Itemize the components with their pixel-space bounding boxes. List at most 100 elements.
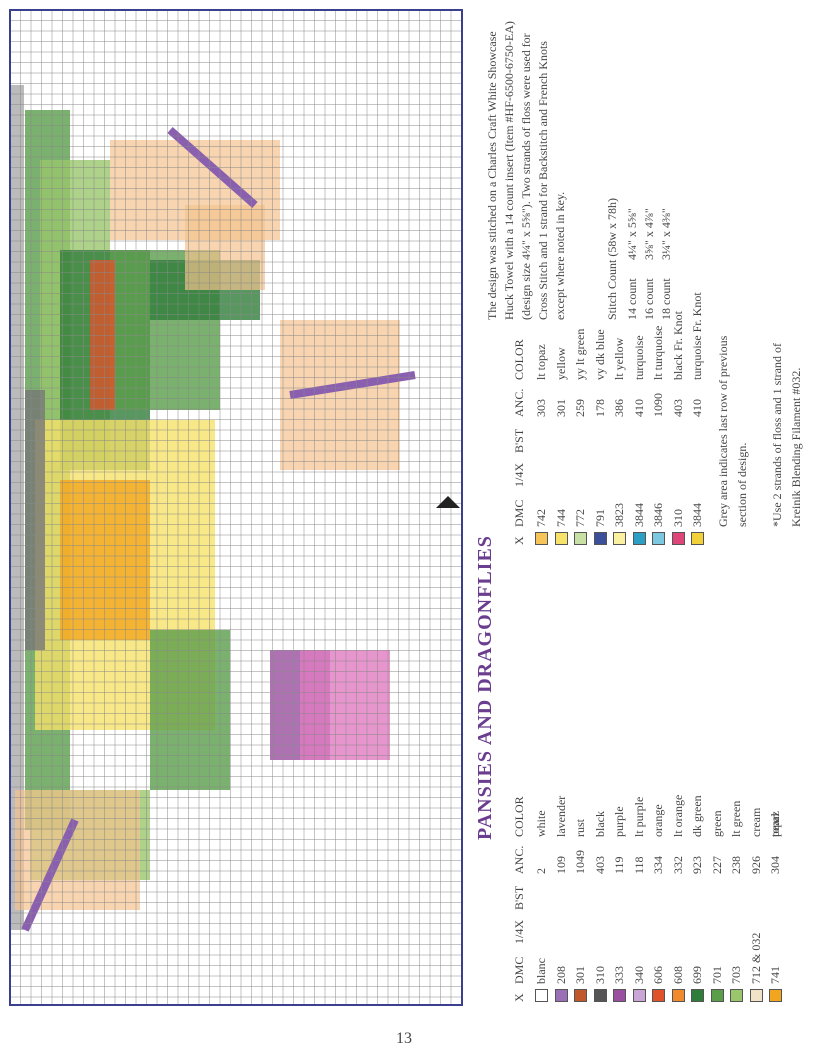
anc: 304 [768,856,782,874]
dmc: 333 [612,966,626,984]
chart-grid [9,9,463,1006]
color-name: dk green [690,795,704,837]
anc: 109 [553,856,568,874]
pattern-area [150,630,230,790]
anc: 923 [690,856,704,874]
swatch [632,532,646,545]
color-name: lt topaz [534,344,548,380]
color-name: lavender [553,795,568,837]
dragonfly-body [289,371,416,399]
color-name: turquoise Fr. Knot [690,292,704,380]
anc: 2 [534,868,548,874]
color-name: lt purple [631,796,646,837]
key-header: ANC. [512,845,526,874]
key-header: 1/4X [512,920,526,944]
anc: 926 [748,856,763,874]
color-name: vy dk blue [592,329,607,380]
swatch [691,989,704,1002]
dmc: 712 & 032 [748,932,763,984]
dmc: 3823 [612,503,626,527]
key-header: COLOR [512,796,526,837]
anc: 386 [612,399,626,417]
dmc: 340 [631,966,646,984]
anc: 334 [651,856,665,874]
swatch [613,989,626,1002]
color-name: lt yellow [612,337,626,380]
swatch [710,989,724,1002]
pattern-area [300,650,390,760]
dmc: 3846 [651,503,665,527]
swatch [593,989,607,1002]
swatch [652,532,665,545]
key-header: X [512,993,526,1002]
dmc: 701 [709,966,724,984]
count: 16 count [642,278,656,320]
anc: 1049 [573,850,587,874]
count: 18 count [659,278,673,320]
anc: 410 [690,399,704,417]
key-header: X [512,536,526,545]
color-name: lt orange [670,794,685,837]
swatch [730,989,743,1002]
color-name: rust [573,819,587,837]
color-name: lt green [729,800,743,837]
color-name: black Fr. Knot [670,311,685,380]
anc: 118 [631,856,646,874]
color-name: green [709,810,724,837]
color-name: turquoise [631,335,646,380]
anc: 332 [670,856,685,874]
swatch [574,532,587,545]
key-header: DMC [512,956,526,984]
swatch [749,989,763,1002]
color-name: topaz [768,811,782,837]
anc: 238 [729,856,743,874]
anc: 227 [709,856,724,874]
anc: 301 [553,399,568,417]
size: 4¼" x 5⅝" [625,208,639,260]
dmc: 3844 [690,503,704,527]
dmc: 301 [573,966,587,984]
key-header: 1/4X [512,463,526,487]
anc: 259 [573,399,587,417]
swatch [671,989,685,1002]
dmc: 208 [553,966,568,984]
color-name: white [534,810,548,837]
anc: 178 [592,399,607,417]
key-header: ANC. [512,388,526,417]
swatch [593,532,607,545]
dragonfly-wing [185,205,265,290]
swatch [554,989,568,1002]
anc: 119 [612,856,626,874]
color-name: black [592,811,607,837]
dmc: 608 [670,966,685,984]
swatch [652,989,665,1002]
key-header: DMC [512,499,526,527]
color-name: lt turquoise [651,325,665,380]
dmc: 606 [651,966,665,984]
key-panel: PANSIES AND DRAGONFLIES The design was s… [470,0,810,1010]
color-name: orange [651,804,665,837]
dmc: 310 [670,509,685,527]
count: 14 count [625,278,639,320]
key-header: B'ST [512,428,526,453]
swatch [613,532,626,545]
swatch [554,532,568,545]
swatch [574,989,587,1002]
swatch [535,532,548,545]
footnote: *Use 2 strands of floss and 1 strand of … [770,343,803,527]
dmc: 744 [553,509,568,527]
page-number: 13 [396,1030,412,1047]
anc: 303 [534,399,548,417]
dmc: 699 [690,966,704,984]
swatch [671,532,685,545]
dmc: 3844 [631,503,646,527]
key-header: B'ST [512,885,526,910]
key-header: COLOR [512,339,526,380]
dmc: 772 [573,509,587,527]
anc: 403 [592,856,607,874]
dmc: 791 [592,509,607,527]
color-name: cream [748,807,763,837]
stitch-count-title: Stitch Count (58w x 78h) [605,198,619,320]
grid-border [9,9,463,1006]
